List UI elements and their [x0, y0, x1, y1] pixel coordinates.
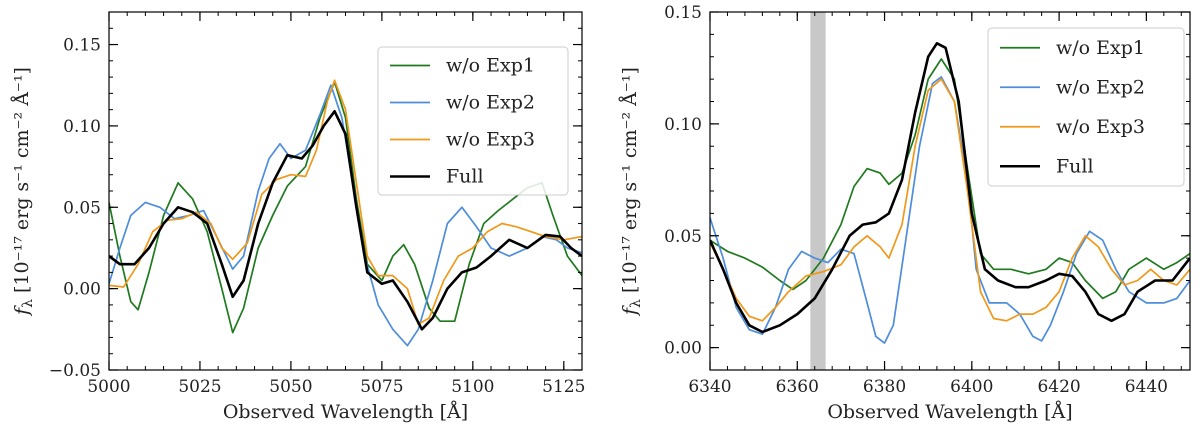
legend-label-w-o-exp1: w/o Exp1 [446, 55, 535, 77]
legend: w/o Exp1 w/o Exp2 w/o Exp3 Full [987, 27, 1185, 187]
series-line-w-o-exp1 [710, 58, 1190, 300]
x-tick-label: 6400 [950, 377, 993, 397]
y-axis-label: fλ [10⁻¹⁷ erg s⁻¹ cm⁻² Å⁻¹] [619, 67, 644, 317]
legend-box [377, 46, 569, 196]
x-tick-label: 6420 [1037, 377, 1080, 397]
chart-panel-1: 5000 5025 5050 5075 5100 5125 −0.05 0.00 0.05 0.1… [11, 11, 585, 423]
x-axis-label: Observed Wavelength [Å] [827, 401, 1072, 423]
legend-label-w-o-exp1: w/o Exp1 [1056, 37, 1145, 59]
legend-label-full: Full [446, 166, 484, 188]
x-tick-label: 5100 [451, 377, 494, 397]
legend-label-w-o-exp2: w/o Exp2 [446, 92, 535, 114]
x-tick-label: 6360 [776, 377, 819, 397]
series-line-w-o-exp2 [710, 76, 1190, 344]
legend-label-w-o-exp3: w/o Exp3 [446, 129, 535, 151]
y-tick-label: 0.00 [63, 280, 101, 300]
y-axis-label: fλ [10⁻¹⁷ erg s⁻¹ cm⁻² Å⁻¹] [11, 67, 36, 317]
y-tick-label: 0.15 [63, 36, 101, 56]
legend-label-w-o-exp2: w/o Exp2 [1056, 76, 1145, 98]
x-tick-label: 6380 [863, 377, 906, 397]
legend-label-full: Full [1056, 155, 1094, 177]
series-line-w-o-exp1 [109, 81, 582, 334]
x-tick-label: 5050 [269, 377, 312, 397]
y-tick-label: 0.10 [63, 117, 101, 137]
chart-panel-2: 6340 6360 6380 6400 6420 6440 0.00 0.05 0.10 0.15… [619, 3, 1191, 423]
x-tick-label: 5125 [542, 377, 585, 397]
x-tick-label: 6340 [688, 377, 731, 397]
legend: w/o Exp1 w/o Exp2 w/o Exp3 Full [377, 46, 569, 196]
x-tick-label: 5000 [87, 377, 130, 397]
x-axis-label: Observed Wavelength [Å] [223, 401, 468, 423]
y-tick-label: 0.00 [664, 339, 702, 359]
y-tick-label: 0.05 [63, 198, 101, 218]
shaded-band [810, 12, 826, 370]
series-line-w-o-exp3 [710, 78, 1190, 322]
x-tick-label: 5075 [360, 377, 403, 397]
y-tick-label: 0.10 [664, 115, 702, 135]
y-tick-label: −0.05 [49, 361, 101, 381]
x-tick-label: 6440 [1125, 377, 1168, 397]
y-tick-label: 0.15 [664, 3, 702, 23]
legend-box [987, 27, 1185, 187]
series-line-full [710, 42, 1190, 334]
legend-label-w-o-exp3: w/o Exp3 [1056, 116, 1145, 138]
series-line-full [109, 110, 582, 331]
y-tick-label: 0.05 [664, 227, 702, 247]
x-tick-label: 5025 [178, 377, 221, 397]
